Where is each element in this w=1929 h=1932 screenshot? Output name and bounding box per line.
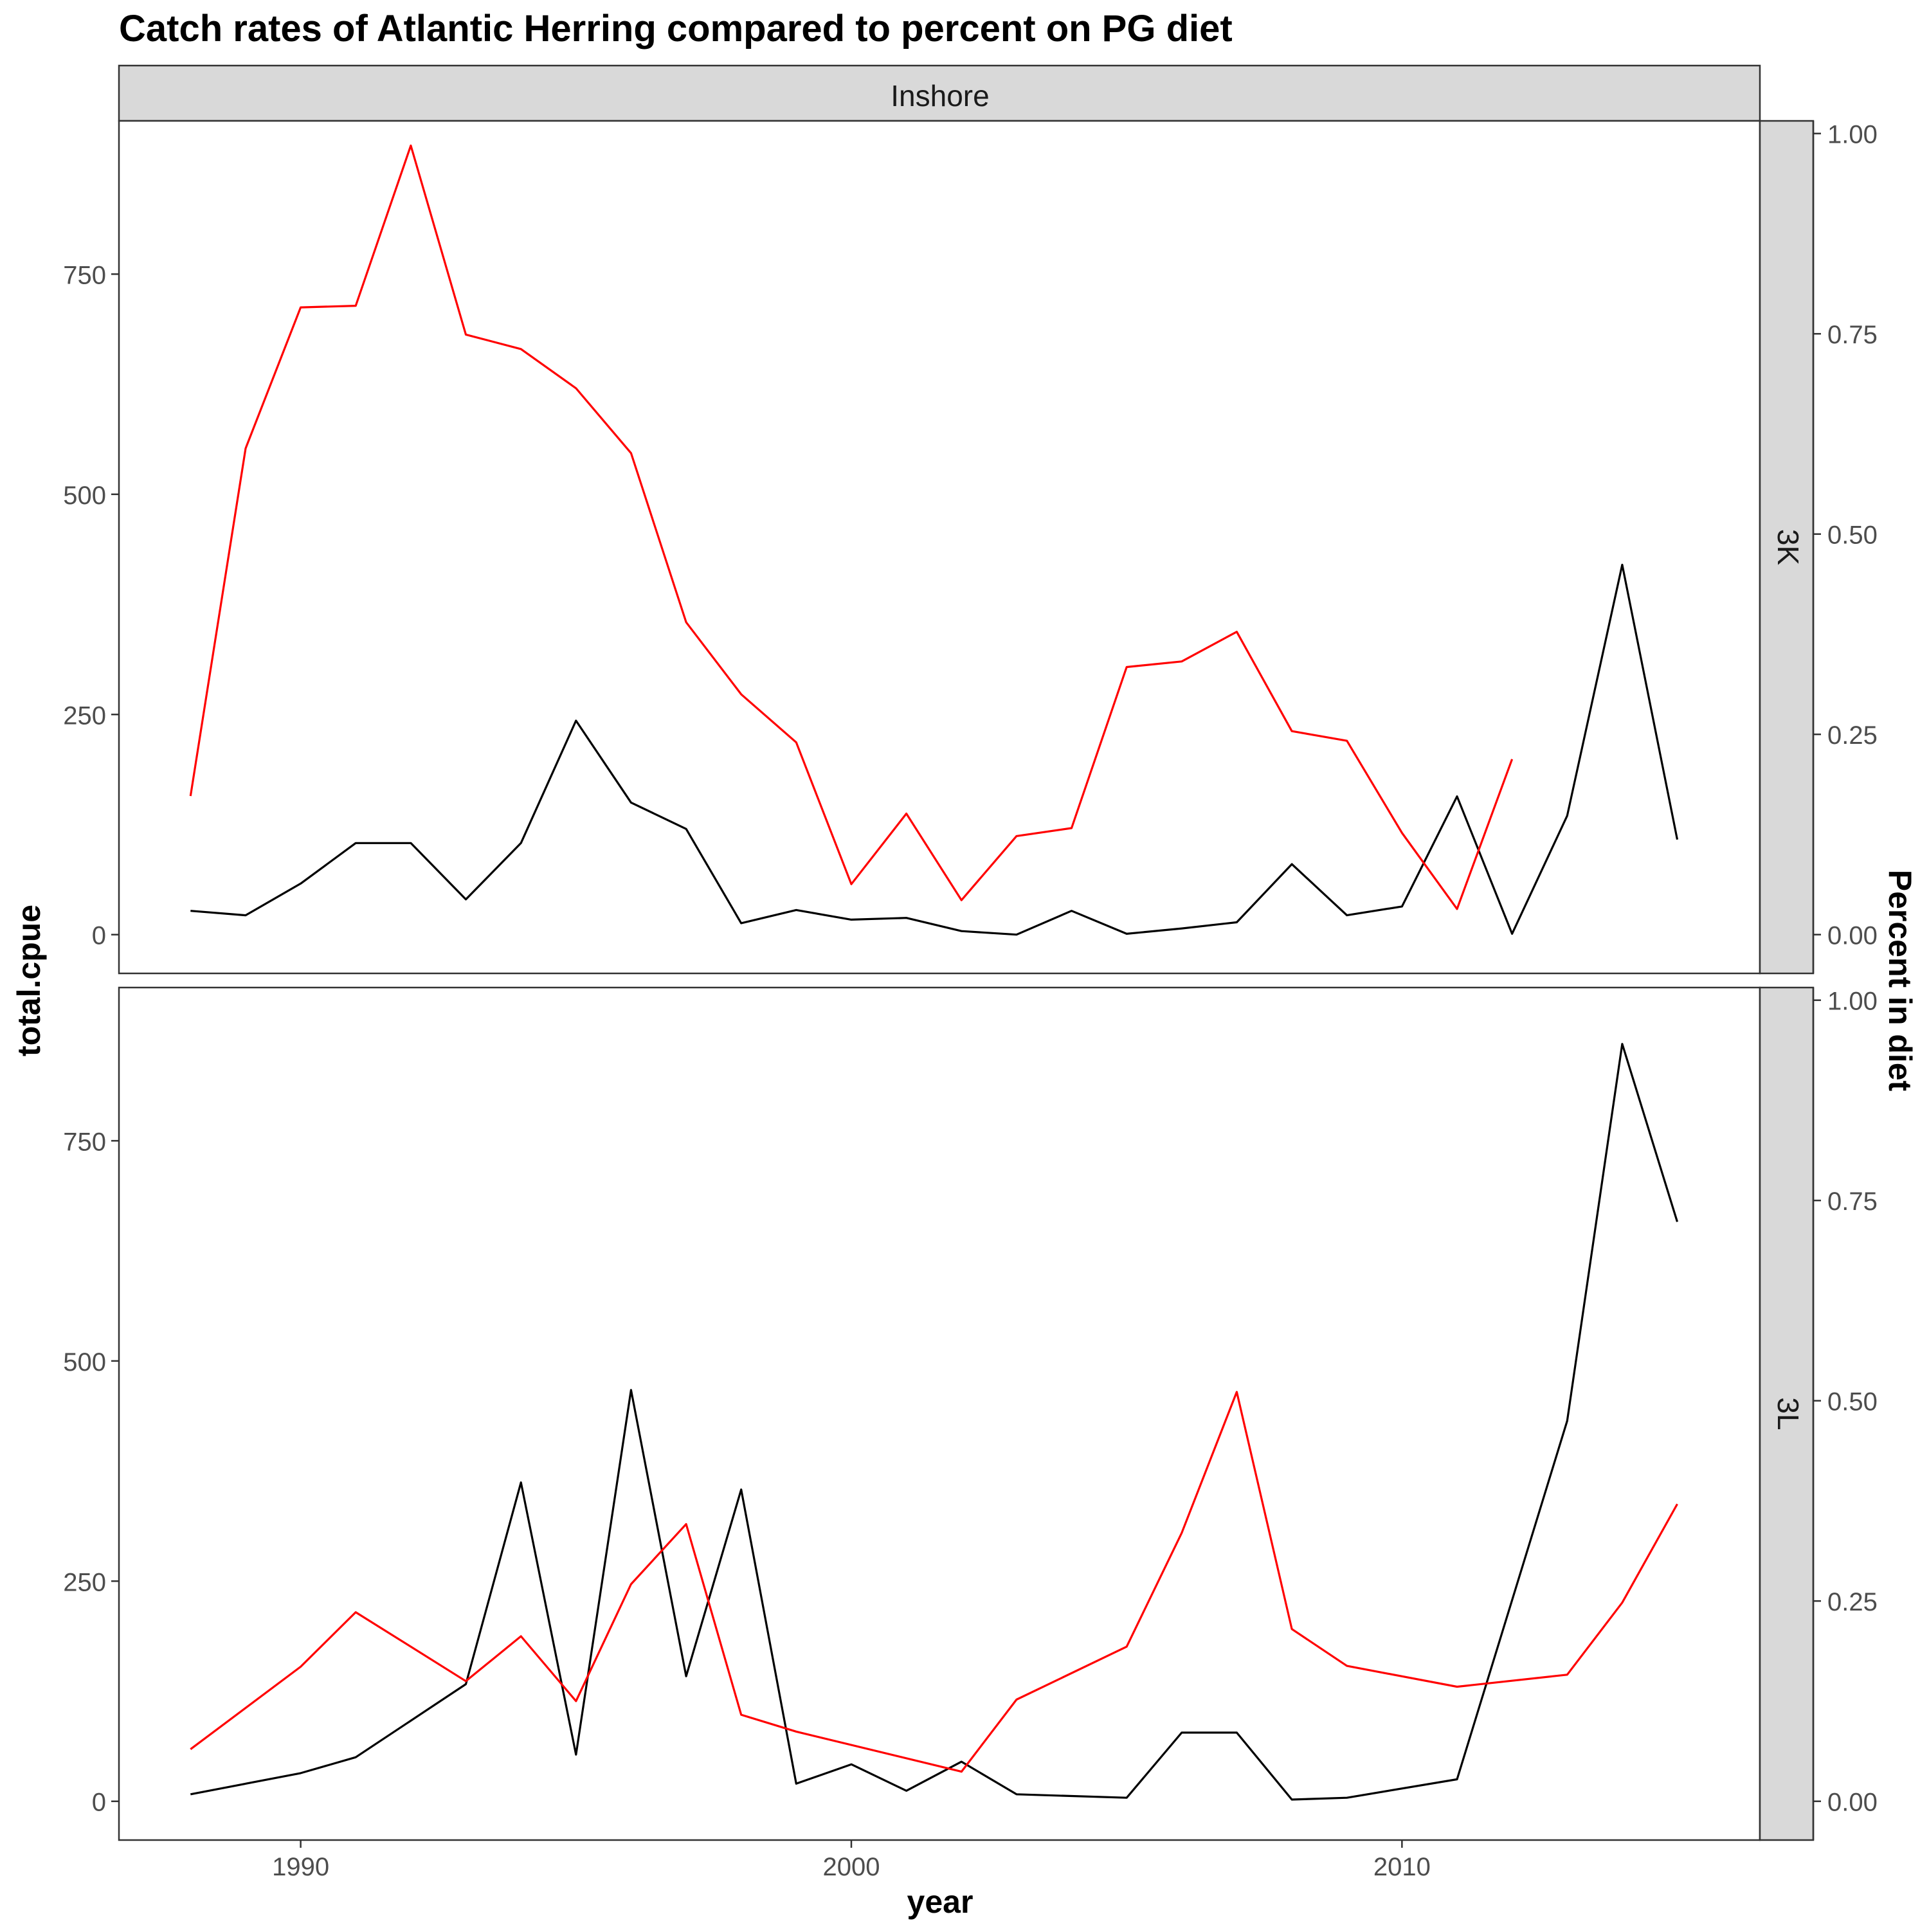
percent-in-diet-line-3l [190, 1391, 1678, 1773]
y-tick-label-left: 0 [92, 1789, 106, 1817]
panel-3l [118, 986, 1761, 1841]
facet-strip-3k [1759, 120, 1815, 975]
y-tick-label-right: 0.25 [1827, 721, 1878, 750]
panel-3k [118, 120, 1761, 975]
percent-in-diet-line-3k [189, 144, 1514, 910]
x-tick-label: 1990 [272, 1853, 329, 1881]
y-tick-label-left: 500 [63, 1348, 106, 1377]
y-tick-label-left: 0 [92, 922, 106, 950]
y-tick-label-left: 250 [63, 701, 106, 730]
x-tick-label: 2000 [822, 1853, 880, 1881]
x-tick-label: 2010 [1373, 1853, 1431, 1881]
y-tick-label-left: 250 [63, 1568, 106, 1596]
total-cpue-line-3l [190, 1043, 1679, 1801]
y-tick-label-right: 0.75 [1827, 321, 1878, 349]
y-tick-label-right: 0.00 [1827, 1789, 1878, 1817]
y-tick-label-left: 750 [63, 261, 106, 289]
facet-strip-3l [1759, 986, 1815, 1841]
facet-strip-label-inshore: Inshore [891, 79, 989, 113]
y-tick-label-right: 0.00 [1827, 922, 1878, 950]
facet-strip-label-3k: 3K [1771, 529, 1805, 566]
y-tick-label-right: 0.75 [1827, 1187, 1878, 1216]
y-axis-label-left: total.cpue [11, 905, 47, 1056]
chart-title: Catch rates of Atlantic Herring compared… [119, 8, 1233, 50]
facet-strip-top [118, 64, 1761, 122]
y-tick-label-left: 500 [63, 482, 106, 510]
y-tick-label-left: 750 [63, 1128, 106, 1156]
y-axis-label-right: Percent in diet [1882, 870, 1918, 1092]
total-cpue-line-3k [190, 563, 1679, 936]
y-tick-label-right: 0.25 [1827, 1588, 1878, 1616]
y-tick-label-right: 0.50 [1827, 1388, 1878, 1416]
y-tick-label-right: 0.50 [1827, 521, 1878, 550]
y-tick-label-right: 1.00 [1827, 988, 1878, 1016]
facet-strip-label-3l: 3L [1771, 1397, 1805, 1430]
x-axis-label: year [907, 1884, 974, 1920]
y-tick-label-right: 1.00 [1827, 121, 1878, 149]
